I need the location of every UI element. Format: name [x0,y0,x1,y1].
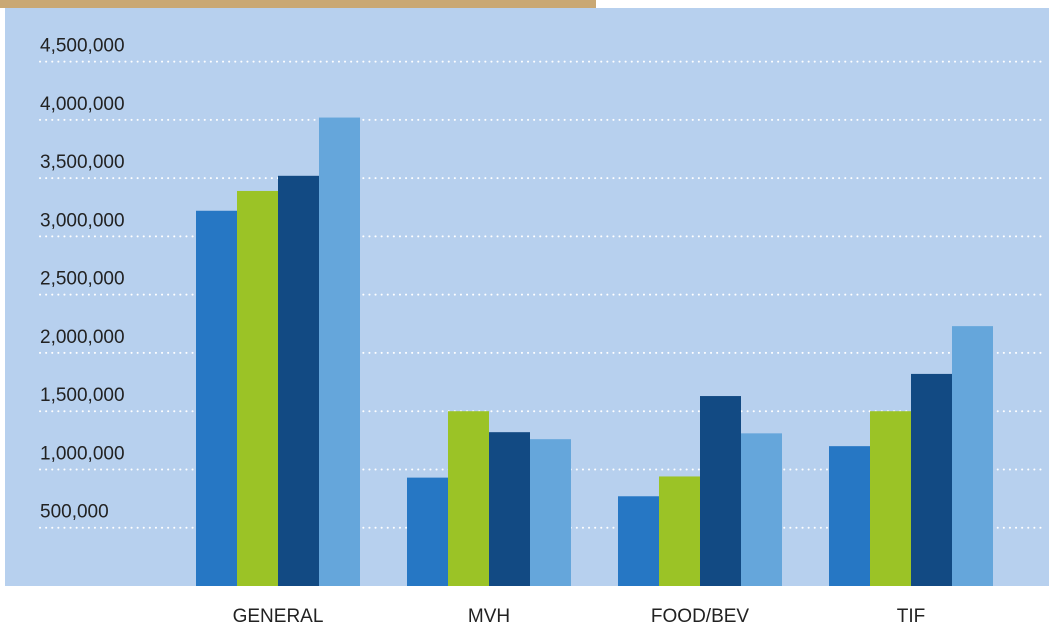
bar [237,190,278,587]
header-image-strip [0,0,596,8]
bar [278,175,319,586]
bar [952,326,993,586]
y-tick-label: 4,500,000 [40,36,125,57]
y-tick-label: 1,000,000 [40,443,125,464]
bar [741,433,782,586]
y-tick-label: 2,500,000 [40,269,125,290]
y-tick-label: 3,000,000 [40,210,125,231]
x-tick-label: TIF [897,606,926,626]
y-tick-label: 1,500,000 [40,385,125,406]
x-tick-label: GENERAL [233,606,324,626]
bar [618,496,659,586]
x-tick-label: MVH [468,606,510,626]
y-tick-label: 2,000,000 [40,327,125,348]
bar [489,432,530,586]
bar [407,477,448,586]
bar [196,210,237,587]
x-tick-label: FOOD/BEV [651,606,750,626]
bar [659,476,700,586]
bar [829,446,870,586]
bar [700,396,741,586]
bar [530,439,571,586]
bar [319,117,360,587]
bar [448,411,489,586]
y-tick-label: 500,000 [40,502,109,523]
y-tick-label: 4,000,000 [40,94,125,115]
bar [911,373,952,586]
bar [870,411,911,586]
y-tick-label: 3,500,000 [40,152,125,173]
